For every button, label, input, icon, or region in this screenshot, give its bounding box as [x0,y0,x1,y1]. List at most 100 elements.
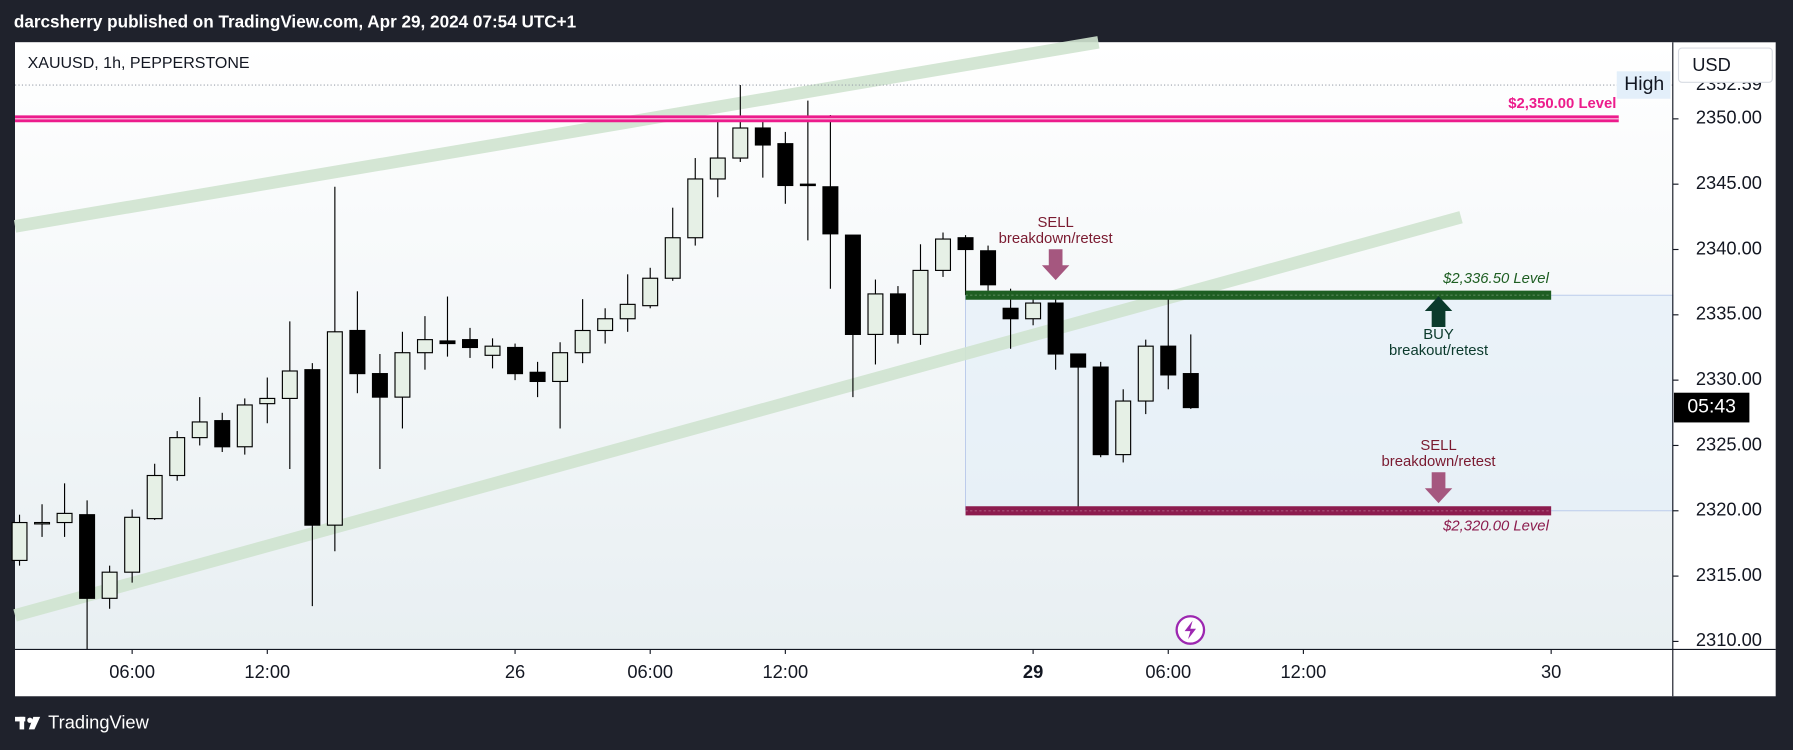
candle-body [1137,345,1154,402]
annotation-arrow [1424,472,1453,504]
candle-body [754,127,771,146]
candle-body [259,397,276,405]
range-box [965,294,1674,512]
candle-body [169,437,186,477]
candle-body [574,329,591,354]
candle-body [1160,345,1177,376]
countdown: 05:43 [1687,396,1736,418]
candle-body [732,127,749,159]
candle-body [980,250,997,286]
footer-brand: TradingView [48,712,149,733]
annotation-text: breakdown/retest [999,231,1114,247]
x-tick-label: 06:00 [109,661,155,682]
candle-body [1092,366,1109,456]
candle-body [935,238,952,271]
y-tick-label: 2320.00 [1696,499,1762,520]
currency-button[interactable] [1677,47,1773,83]
candle-body [912,269,929,335]
trend-line [13,36,1100,233]
y-tick-label: 2350.00 [1696,107,1762,128]
candle-body [101,571,118,599]
event-bolt [1184,620,1197,640]
y-tick-label: 2325.00 [1696,433,1762,454]
candle-body [349,329,366,375]
header: darcsherry published on TradingView.com,… [14,11,577,31]
candle-body [642,277,659,307]
candle-body [416,339,433,354]
candle-body [146,474,163,520]
candle-body [664,237,681,279]
candle-body [462,339,479,349]
high-label-bg [1616,71,1671,99]
candle-body [687,178,704,239]
candle-body [281,370,298,400]
y-tick-label: 2335.00 [1696,303,1762,324]
candle-body [56,512,73,524]
candle-body [1115,400,1132,456]
annotation-text: SELL [1420,438,1456,454]
candle-body [529,371,546,383]
trend-line [13,211,1463,622]
candle-body [1070,353,1087,368]
candle-body [1025,302,1042,320]
candle-body [507,346,524,375]
y-tick-label: 2315.00 [1696,564,1762,585]
x-tick-label: 12:00 [1281,661,1327,682]
logo-part [19,716,25,730]
x-tick-label: 29 [1023,661,1043,682]
last-price-tag [1673,392,1750,423]
candle-body [371,373,388,398]
candle-body [34,521,51,525]
candle-body [799,183,816,187]
level-label: $2,320.00 Level [1442,519,1549,535]
candle-body [957,237,974,251]
candle-body [326,331,343,526]
candle-body [844,234,861,335]
x-tick-label: 26 [505,661,525,682]
candle-body [867,293,884,335]
annotation-text: SELL [1037,215,1073,231]
candle-body [822,186,839,235]
level-label: $2,336.50 Level [1442,271,1549,287]
candle-body [709,157,726,180]
logo-part [27,717,33,723]
y-tick-label: 2345.00 [1696,172,1762,193]
annotation-text: breakout/retest [1389,343,1489,359]
candle-body [124,516,141,573]
tv-logo [15,716,41,730]
annotation-arrow [1424,296,1453,328]
candle-body [439,340,456,345]
candle-body [236,404,253,448]
y-tick-label: 2310.00 [1696,629,1762,650]
symbol-title: XAUUSD, 1h, PEPPERSTONE [28,55,250,72]
x-tick-label: 06:00 [627,661,673,682]
candle-body [552,352,569,383]
y-tick-label: 2330.00 [1696,368,1762,389]
candle-body [597,318,614,332]
candle-body [777,143,794,187]
candle-body [394,352,411,398]
currency: USD [1692,54,1731,75]
x-tick-label: 30 [1541,661,1561,682]
candle-body [191,421,208,439]
candle-body [304,369,321,526]
candle-body [11,521,28,561]
candle-body [889,293,906,335]
candle-body [1002,307,1019,320]
x-tick-label: 12:00 [762,661,808,682]
x-tick-label: 12:00 [244,661,290,682]
candle-body [214,420,231,448]
x-tick-label: 06:00 [1145,661,1191,682]
annotation-text: breakdown/retest [1382,454,1497,470]
candle-body [79,514,96,599]
candle-body [1047,302,1064,355]
y-tick-label: 2340.00 [1696,237,1762,258]
candle-body [1182,373,1199,409]
logo-part [28,716,41,730]
level-label: $2,350.00 Level [1508,96,1616,112]
candle-body [619,303,636,320]
annotation-text: BUY [1423,327,1454,343]
candle-body [484,345,501,356]
